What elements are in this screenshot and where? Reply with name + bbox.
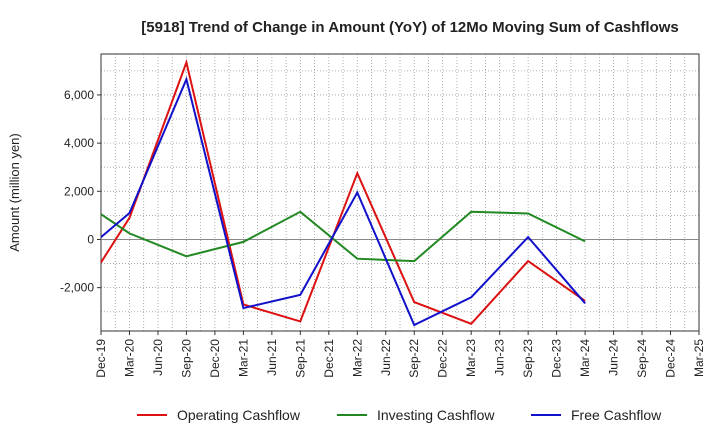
legend-label-free-cashflow: Free Cashflow	[571, 407, 662, 423]
plot-frame	[100, 53, 700, 332]
y-axis-ticks: -2,000 0 2,000 4,000 6,000	[60, 88, 101, 295]
x-tick-label: Dec-22	[436, 339, 450, 378]
x-tick-label: Dec-21	[322, 339, 336, 378]
legend-label-operating-cashflow: Operating Cashflow	[177, 407, 301, 423]
y-axis-label: Amount (million yen)	[7, 133, 22, 252]
x-tick-label: Sep-23	[521, 339, 535, 378]
series-lines	[100, 58, 586, 327]
y-tick-label: 4,000	[64, 136, 94, 150]
x-axis-ticks: Dec-19 Mar-20 Jun-20 Sep-20 Dec-20 Mar-21 Jun-…	[94, 331, 706, 378]
grid-lines	[101, 54, 699, 331]
x-tick-label: Sep-21	[293, 339, 307, 378]
x-tick-label: Dec-23	[550, 339, 564, 378]
x-tick-label: Jun-20	[151, 339, 165, 376]
x-tick-label: Dec-19	[94, 339, 108, 378]
x-tick-label: Sep-20	[179, 339, 193, 378]
x-tick-label: Jun-24	[607, 339, 621, 376]
chart-title: [5918] Trend of Change in Amount (YoY) o…	[141, 19, 679, 36]
x-tick-label: Mar-24	[578, 339, 592, 377]
series-line-free-cashflow	[100, 76, 586, 327]
y-tick-label: 0	[87, 232, 94, 246]
x-tick-label: Sep-22	[407, 339, 421, 378]
x-tick-label: Dec-20	[208, 339, 222, 378]
legend: Operating Cashflow Investing Cashflow Free…	[137, 407, 662, 423]
x-tick-label: Mar-23	[464, 339, 478, 377]
x-tick-label: Mar-25	[692, 339, 706, 377]
x-tick-label: Mar-21	[236, 339, 250, 377]
y-tick-label: 6,000	[64, 88, 94, 102]
x-tick-label: Dec-24	[664, 339, 678, 378]
x-tick-label: Jun-22	[379, 339, 393, 376]
legend-label-investing-cashflow: Investing Cashflow	[377, 407, 495, 423]
x-tick-label: Sep-24	[635, 339, 649, 378]
series-line-operating-cashflow	[100, 58, 586, 325]
x-tick-label: Mar-22	[350, 339, 364, 377]
y-tick-label: 2,000	[64, 184, 94, 198]
series-line-investing-cashflow	[100, 210, 586, 263]
x-tick-label: Mar-20	[122, 339, 136, 377]
x-tick-label: Jun-23	[493, 339, 507, 376]
x-tick-label: Jun-21	[265, 339, 279, 376]
y-tick-label: -2,000	[60, 281, 94, 295]
